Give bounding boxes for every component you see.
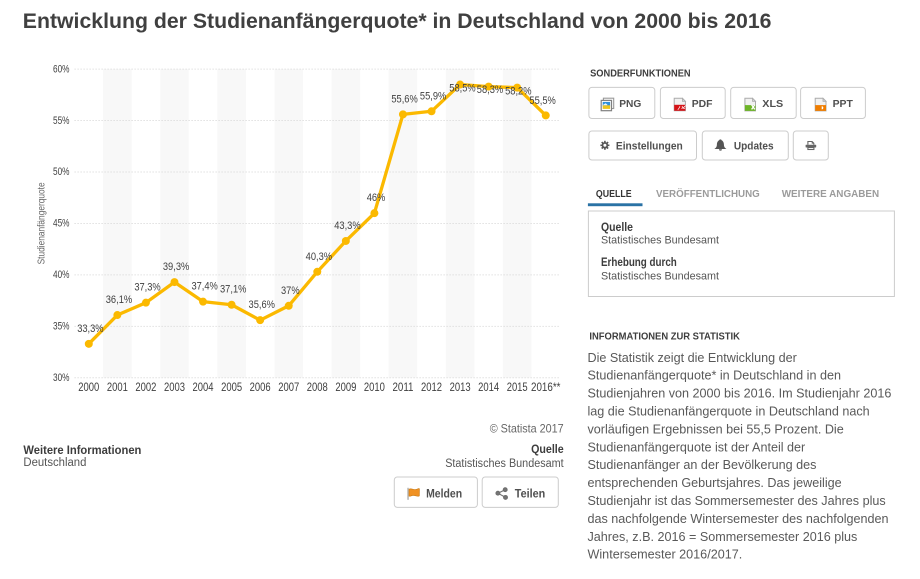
svg-text:2006: 2006 bbox=[250, 380, 271, 394]
svg-text:55%: 55% bbox=[53, 115, 70, 127]
svg-text:40%: 40% bbox=[53, 269, 70, 281]
svg-text:58,5%: 58,5% bbox=[449, 82, 476, 94]
svg-text:Jahres, z.B. 2016 = Sommerseme: Jahres, z.B. 2016 = Sommersemester 2016 … bbox=[588, 530, 858, 544]
svg-text:2003: 2003 bbox=[164, 380, 185, 394]
svg-text:Statistisches Bundesamt: Statistisches Bundesamt bbox=[445, 458, 564, 470]
svg-text:2011: 2011 bbox=[392, 380, 413, 394]
svg-text:Deutschland: Deutschland bbox=[23, 457, 86, 469]
svg-text:Statistisches Bundesamt: Statistisches Bundesamt bbox=[601, 234, 719, 246]
svg-text:2016**: 2016** bbox=[531, 380, 561, 394]
svg-text:43,3%: 43,3% bbox=[334, 220, 361, 232]
svg-text:Quelle: Quelle bbox=[601, 222, 633, 234]
svg-text:Quelle: Quelle bbox=[531, 444, 564, 456]
svg-text:33,3%: 33,3% bbox=[77, 323, 104, 335]
svg-text:Studienanfängerquote ist der A: Studienanfängerquote ist der Anteil der bbox=[588, 440, 806, 454]
svg-text:55,6%: 55,6% bbox=[391, 93, 418, 105]
svg-text:PPT: PPT bbox=[833, 98, 854, 110]
svg-text:2013: 2013 bbox=[450, 380, 471, 394]
svg-text:39,3%: 39,3% bbox=[163, 261, 190, 273]
svg-text:45%: 45% bbox=[53, 218, 70, 230]
svg-text:2007: 2007 bbox=[278, 380, 299, 394]
svg-text:© Statista 2017: © Statista 2017 bbox=[490, 422, 564, 436]
svg-text:40,3%: 40,3% bbox=[306, 251, 333, 263]
svg-text:lag die Studienanfängerquote i: lag die Studienanfängerquote in Deutschl… bbox=[588, 405, 870, 419]
svg-text:2004: 2004 bbox=[193, 380, 214, 394]
svg-text:2008: 2008 bbox=[307, 380, 328, 394]
svg-text:2010: 2010 bbox=[364, 380, 385, 394]
svg-text:WEITERE ANGABEN: WEITERE ANGABEN bbox=[782, 188, 880, 200]
svg-text:55,5%: 55,5% bbox=[529, 95, 556, 107]
svg-text:58,2%: 58,2% bbox=[505, 85, 532, 97]
svg-text:Einstellungen: Einstellungen bbox=[616, 140, 683, 152]
svg-text:Melden: Melden bbox=[426, 487, 462, 501]
svg-text:55,9%: 55,9% bbox=[420, 90, 447, 102]
svg-text:Teilen: Teilen bbox=[515, 487, 545, 501]
svg-text:Studienanfängerquote* in Deuts: Studienanfängerquote* in Deutschland in … bbox=[588, 369, 841, 383]
svg-text:PNG: PNG bbox=[619, 98, 641, 110]
svg-text:37,4%: 37,4% bbox=[191, 281, 218, 293]
svg-text:Studienanfängerquote: Studienanfängerquote bbox=[37, 182, 48, 264]
svg-text:das nachfolgende Wintersemeste: das nachfolgende Wintersemester des nach… bbox=[588, 512, 889, 526]
svg-text:Erhebung durch: Erhebung durch bbox=[601, 257, 677, 269]
svg-text:35,6%: 35,6% bbox=[249, 299, 276, 311]
svg-text:Updates: Updates bbox=[734, 140, 774, 152]
svg-text:37%: 37% bbox=[281, 285, 300, 297]
svg-text:2000: 2000 bbox=[78, 380, 99, 394]
svg-text:2002: 2002 bbox=[135, 380, 156, 394]
svg-text:35%: 35% bbox=[53, 321, 70, 333]
svg-text:60%: 60% bbox=[53, 63, 70, 75]
svg-text:2014: 2014 bbox=[478, 380, 499, 394]
svg-text:Studienjahren von 2000 bis 201: Studienjahren von 2000 bis 2016. Im Stud… bbox=[588, 387, 892, 401]
svg-text:QUELLE: QUELLE bbox=[596, 188, 632, 200]
svg-text:58,3%: 58,3% bbox=[477, 84, 504, 96]
svg-text:SONDERFUNKTIONEN: SONDERFUNKTIONEN bbox=[590, 67, 691, 79]
svg-text:30%: 30% bbox=[53, 372, 70, 384]
svg-text:VERÖFFENTLICHUNG: VERÖFFENTLICHUNG bbox=[656, 187, 760, 200]
svg-text:INFORMATIONEN ZUR STATISTIK: INFORMATIONEN ZUR STATISTIK bbox=[589, 331, 740, 343]
svg-text:2015: 2015 bbox=[507, 380, 528, 394]
svg-text:Entwicklung der Studienanfänge: Entwicklung der Studienanfängerquote* in… bbox=[23, 9, 772, 33]
svg-text:entsprechenden Geburtsjahres.: entsprechenden Geburtsjahres. Das jeweil… bbox=[588, 476, 842, 490]
svg-text:Wintersemester 2016/2017.: Wintersemester 2016/2017. bbox=[588, 548, 743, 562]
svg-text:37,3%: 37,3% bbox=[134, 282, 161, 294]
svg-text:Weitere Informationen: Weitere Informationen bbox=[23, 445, 141, 457]
svg-text:Studienjahr ist das Sommerseme: Studienjahr ist das Sommersemester des J… bbox=[588, 494, 886, 508]
svg-text:2005: 2005 bbox=[221, 380, 242, 394]
svg-text:37,1%: 37,1% bbox=[220, 284, 247, 296]
svg-text:PDF: PDF bbox=[692, 98, 713, 110]
svg-text:Die Statistik zeigt die Entwic: Die Statistik zeigt die Entwicklung der bbox=[588, 351, 797, 365]
svg-text:2009: 2009 bbox=[335, 380, 356, 394]
svg-text:2001: 2001 bbox=[107, 380, 128, 394]
svg-text:46%: 46% bbox=[367, 192, 386, 204]
svg-text:2012: 2012 bbox=[421, 380, 442, 394]
svg-text:50%: 50% bbox=[53, 166, 70, 178]
svg-text:vorläufigen Ergebnissen bei 55: vorläufigen Ergebnissen bei 55,5 Prozent… bbox=[588, 422, 844, 436]
svg-text:36,1%: 36,1% bbox=[106, 294, 133, 306]
svg-text:Studienanfänger an der Bevölke: Studienanfänger an der Bevölkerung des bbox=[588, 458, 817, 472]
svg-text:Statistisches Bundesamt: Statistisches Bundesamt bbox=[601, 271, 719, 283]
svg-text:XLS: XLS bbox=[762, 98, 783, 110]
